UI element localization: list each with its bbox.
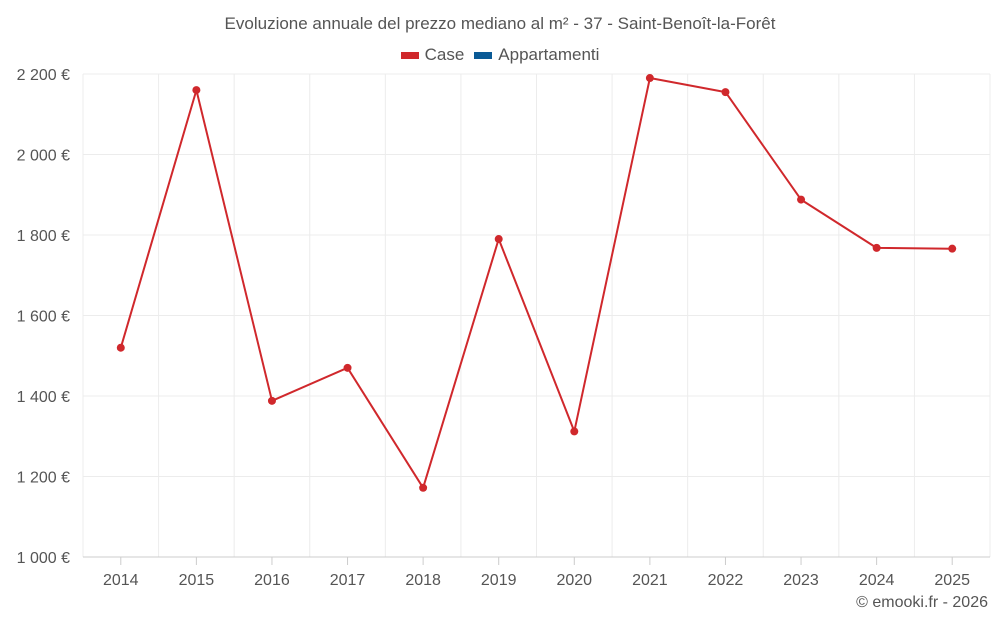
data-point [419,483,428,492]
data-point [872,243,881,252]
legend-item-appartamenti[interactable]: Appartamenti [474,45,599,65]
x-tick-label: 2024 [859,572,895,589]
data-point [494,235,503,244]
data-point [948,244,957,253]
data-point [192,86,201,95]
x-tick-label: 2015 [179,572,215,589]
data-point [343,363,352,372]
y-tick-label: 1 400 € [17,389,70,406]
y-tick-label: 1 800 € [17,228,70,245]
legend: Case Appartamenti [0,45,1000,65]
data-point [267,396,276,405]
x-tick-label: 2017 [330,572,366,589]
y-tick-label: 1 200 € [17,470,70,487]
credits[interactable]: © emooki.fr - 2026 [856,594,988,611]
data-point [570,427,579,436]
data-point [116,343,125,352]
x-tick-label: 2025 [934,572,970,589]
y-tick-label: 1 000 € [17,550,70,567]
data-point [645,74,654,83]
y-tick-label: 2 200 € [17,67,70,84]
legend-swatch-appartamenti [474,51,493,59]
x-tick-label: 2018 [405,572,441,589]
data-point [797,195,806,204]
x-tick-label: 2022 [708,572,744,589]
chart-title: Evoluzione annuale del prezzo mediano al… [224,14,776,33]
data-point [721,88,730,97]
x-tick-label: 2021 [632,572,668,589]
legend-label-appartamenti: Appartamenti [498,45,600,64]
x-tick-label: 2020 [556,572,592,589]
x-tick-label: 2016 [254,572,290,589]
legend-label-case: Case [424,45,465,64]
x-tick-label: 2014 [103,572,139,589]
series-line-case [119,77,953,489]
y-tick-label: 2 000 € [17,148,70,165]
y-tick-label: 1 600 € [17,309,70,326]
x-tick-label: 2019 [481,572,517,589]
legend-item-case[interactable]: Case [400,45,465,65]
legend-swatch-case [400,51,419,59]
x-tick-label: 2023 [783,572,819,589]
